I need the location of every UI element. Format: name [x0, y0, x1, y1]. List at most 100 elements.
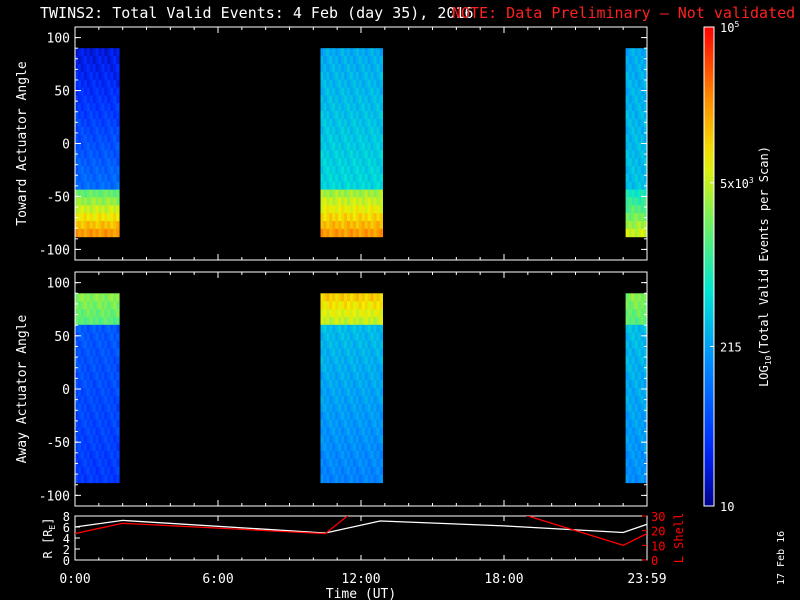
away-heat-cell — [631, 316, 636, 326]
toward-heat-cell — [634, 103, 639, 112]
toward-heat-cell — [326, 118, 330, 128]
away-heat-cell — [86, 372, 91, 381]
toward-heat-cell — [367, 79, 372, 88]
away-heat-cell — [376, 293, 380, 302]
toward-heat-cell — [98, 181, 102, 191]
away-heat-cell — [625, 443, 630, 452]
toward-heat-cell — [625, 158, 630, 167]
toward-heat-cell — [637, 63, 642, 73]
away-heat-cell — [347, 451, 351, 460]
away-heat-cell — [101, 435, 105, 444]
away-heat-cell — [373, 316, 378, 326]
toward-heat-cell — [95, 56, 99, 65]
away-heat-cell — [323, 466, 327, 476]
toward-heat-cell — [367, 158, 372, 167]
away-heat-cell — [361, 356, 366, 365]
away-heat-cell — [358, 435, 363, 444]
away-heat-cell — [320, 340, 324, 349]
toward-heat-cell — [116, 111, 120, 120]
toward-heat-cell — [370, 142, 375, 151]
away-heat-cell — [86, 451, 91, 460]
away-heat-cell — [631, 395, 636, 405]
toward-heat-cell — [628, 173, 633, 183]
away-heat-cell — [379, 309, 383, 318]
away-heat-cell — [98, 301, 102, 310]
away-heat-cell — [101, 458, 105, 468]
away-heat-cell — [625, 316, 630, 326]
toward-heat-cell — [373, 181, 378, 191]
away-heat-cell — [625, 372, 630, 381]
away-heat-cell — [335, 316, 339, 326]
toward-heat-cell — [332, 134, 336, 143]
away-heat-cell — [637, 301, 642, 310]
away-heat-cell — [110, 316, 114, 326]
toward-heat-cell — [367, 118, 372, 128]
away-heat-cell — [83, 411, 88, 420]
away-heat-cell — [643, 474, 648, 484]
toward-heat-cell — [92, 126, 96, 136]
away-heat-cell — [80, 332, 85, 342]
away-heat-cell — [364, 293, 369, 302]
away-heat-cell — [320, 332, 324, 342]
toward-heat-cell — [107, 126, 111, 136]
away-heat-cell — [338, 372, 342, 381]
away-heat-cell — [376, 474, 380, 484]
toward-heat-cell — [358, 134, 363, 143]
toward-heat-cell — [113, 213, 117, 222]
away-heat-cell — [320, 403, 324, 413]
toward-heat-cell — [341, 71, 345, 81]
toward-heat-cell — [329, 181, 333, 191]
toward-heat-cell — [335, 181, 339, 191]
away-heat-cell — [98, 380, 102, 389]
toward-heat-cell — [101, 142, 105, 151]
away-heat-cell — [338, 443, 342, 452]
toward-heat-cell — [329, 221, 333, 230]
away-heat-cell — [75, 411, 79, 420]
toward-heat-cell — [376, 158, 380, 167]
toward-heat-cell — [83, 126, 88, 136]
toward-heat-cell — [110, 189, 114, 198]
toward-heat-cell — [329, 228, 333, 238]
toward-heat-cell — [107, 103, 111, 112]
toward-heat-cell — [98, 111, 102, 120]
toward-heat-cell — [640, 56, 645, 65]
away-heat-cell — [341, 380, 345, 389]
toward-heat-cell — [80, 205, 85, 214]
away-heat-cell — [80, 427, 85, 436]
toward-heat-cell — [367, 142, 372, 151]
toward-heat-cell — [379, 221, 383, 230]
toward-heat-cell — [92, 173, 96, 183]
toward-heat-cell — [341, 103, 345, 112]
away-heat-cell — [107, 332, 111, 342]
away-heat-cell — [347, 458, 351, 468]
away-heat-cell — [350, 419, 354, 428]
toward-heat-cell — [625, 181, 630, 191]
away-heat-cell — [631, 451, 636, 460]
toward-heat-cell — [92, 150, 96, 159]
toward-heat-cell — [643, 48, 648, 57]
toward-heat-cell — [113, 221, 117, 230]
toward-heat-cell — [338, 213, 342, 222]
away-heat-cell — [75, 380, 79, 389]
toward-heat-cell — [80, 142, 85, 151]
away-heat-cell — [358, 301, 363, 310]
toward-heat-cell — [373, 118, 378, 128]
toward-heat-cell — [358, 181, 363, 191]
toward-heat-cell — [83, 142, 88, 151]
away-heat-cell — [320, 316, 324, 326]
away-heat-cell — [329, 427, 333, 436]
toward-heat-cell — [370, 79, 375, 88]
toward-heat-cell — [364, 189, 369, 198]
away-heat-cell — [332, 301, 336, 310]
away-heat-cell — [77, 356, 82, 365]
toward-heat-cell — [373, 103, 378, 112]
toward-heat-cell — [376, 150, 380, 159]
away-heat-cell — [326, 443, 330, 452]
toward-heat-cell — [341, 173, 345, 183]
toward-heat-cell — [80, 150, 85, 159]
away-heat-cell — [95, 309, 99, 318]
away-heat-cell — [326, 435, 330, 444]
away-heat-cell — [373, 387, 378, 397]
away-heat-cell — [640, 380, 645, 389]
away-heat-cell — [86, 435, 91, 444]
